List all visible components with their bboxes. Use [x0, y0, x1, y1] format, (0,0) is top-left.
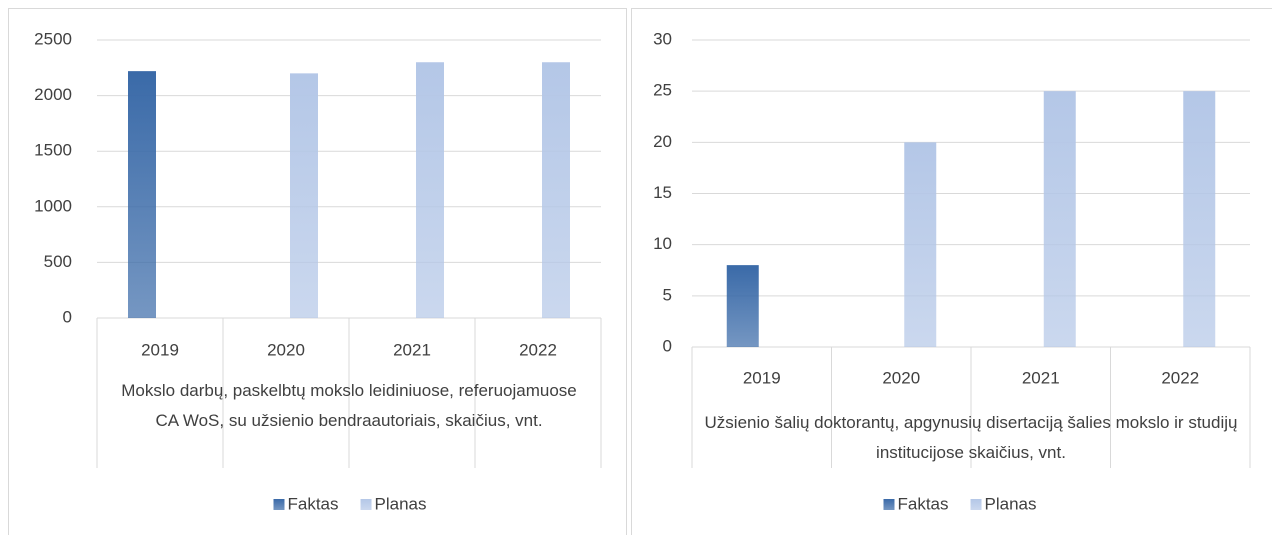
x-tick-label: 2019 — [141, 340, 179, 359]
legend-swatch — [360, 499, 372, 510]
bar — [1183, 91, 1216, 348]
y-tick-label: 30 — [653, 29, 672, 48]
chart-frame — [8, 8, 627, 535]
y-tick-label: 15 — [653, 183, 672, 202]
y-tick-label: 5 — [663, 285, 672, 304]
y-tick-label: 500 — [44, 252, 72, 271]
x-tick-label: 2022 — [519, 340, 557, 359]
bar — [542, 62, 570, 318]
x-axis-label: Mokslo darbų, paskelbtų mokslo leidiniuo… — [121, 381, 577, 430]
x-tick-label: 2021 — [393, 340, 431, 359]
bar — [726, 265, 759, 347]
y-tick-label: 1500 — [34, 141, 72, 160]
legend: Faktas Planas — [883, 494, 1037, 513]
y-tick-label: 2500 — [34, 29, 72, 48]
x-tick-label: 2020 — [267, 340, 305, 359]
bar — [416, 62, 444, 318]
legend-label: Faktas — [897, 494, 948, 513]
legend-swatch — [883, 499, 895, 510]
y-tick-label: 20 — [653, 132, 672, 151]
x-tick-label: 2020 — [882, 368, 920, 387]
bar — [290, 73, 318, 318]
legend-label: Planas — [985, 494, 1037, 513]
x-tick-label: 2019 — [743, 368, 781, 387]
y-tick-label: 10 — [653, 234, 672, 253]
legend-swatch — [273, 499, 285, 510]
bar — [904, 142, 937, 347]
y-tick-label: 25 — [653, 81, 672, 100]
legend-label: Faktas — [287, 494, 338, 513]
x-tick-label: 2022 — [1161, 368, 1199, 387]
chart-frame — [631, 8, 1272, 535]
y-tick-label: 2000 — [34, 85, 72, 104]
y-tick-label: 0 — [63, 307, 72, 326]
y-tick-label: 0 — [663, 336, 672, 355]
y-tick-label: 1000 — [34, 196, 72, 215]
legend-swatch — [970, 499, 982, 510]
x-tick-label: 2021 — [1022, 368, 1060, 387]
x-axis-label: Užsienio šalių doktorantų, apgynusių dis… — [704, 413, 1238, 462]
legend-label: Planas — [375, 494, 427, 513]
legend: Faktas Planas — [273, 494, 427, 513]
bar — [128, 71, 156, 318]
bar — [1043, 91, 1076, 348]
